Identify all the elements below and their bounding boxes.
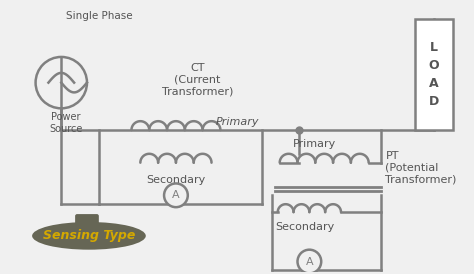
Text: Secondary: Secondary <box>146 175 206 185</box>
Circle shape <box>164 184 188 207</box>
Text: CT
(Current
Transformer): CT (Current Transformer) <box>162 63 233 96</box>
Text: Primary: Primary <box>292 139 336 149</box>
Ellipse shape <box>32 222 146 250</box>
FancyBboxPatch shape <box>75 214 99 230</box>
Text: PT
(Potential
Transformer): PT (Potential Transformer) <box>385 151 457 184</box>
Bar <box>415 19 453 130</box>
Text: Secondary: Secondary <box>275 222 334 232</box>
Text: Sensing Type: Sensing Type <box>43 229 135 242</box>
Text: Power
Source: Power Source <box>50 112 83 134</box>
Text: Single Phase: Single Phase <box>66 12 133 21</box>
Text: Primary: Primary <box>216 117 259 127</box>
Text: L
O
A
D: L O A D <box>428 41 439 108</box>
Circle shape <box>298 250 321 273</box>
Text: A: A <box>306 256 313 267</box>
Text: A: A <box>172 190 180 200</box>
